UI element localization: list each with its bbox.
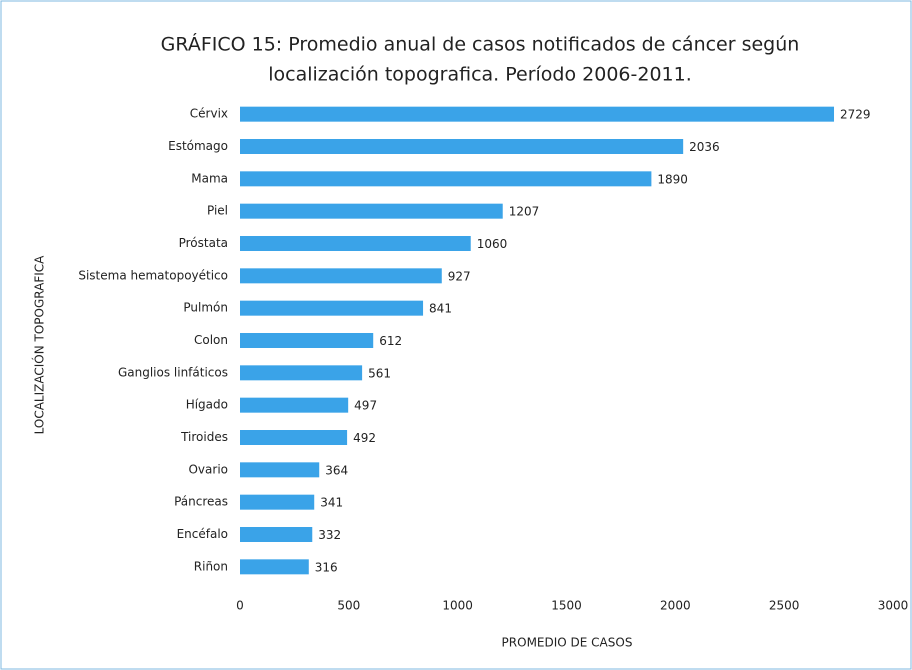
x-tick-label: 3000 (878, 599, 909, 613)
chart-title: localización topografica. Período 2006-2… (268, 64, 692, 86)
y-tick-label: Encéfalo (177, 527, 228, 541)
value-label: 841 (429, 302, 452, 316)
y-tick-label: Ovario (188, 462, 228, 476)
bar (240, 236, 471, 251)
value-label: 561 (368, 366, 391, 380)
bar (240, 494, 315, 510)
bar (240, 527, 313, 542)
value-label: 497 (354, 399, 377, 413)
bar (240, 462, 320, 478)
bar (240, 397, 349, 413)
value-label: 612 (379, 334, 402, 348)
value-label: 1060 (477, 237, 508, 251)
value-label: 341 (320, 496, 343, 510)
y-tick-label: Páncreas (174, 495, 228, 509)
bar (240, 268, 442, 284)
value-label: 2036 (689, 140, 720, 154)
value-label: 1890 (657, 172, 688, 186)
y-tick-label: Sistema hematopoyético (78, 268, 228, 282)
bar (240, 106, 835, 122)
y-tick-label: Estómago (168, 139, 228, 153)
value-label: 332 (318, 528, 341, 542)
bar (240, 430, 348, 445)
value-label: 927 (448, 269, 471, 283)
y-tick-label: Colon (194, 333, 228, 347)
bar (240, 203, 503, 219)
y-tick-label: Piel (207, 204, 228, 218)
y-tick-label: Riñon (194, 559, 228, 573)
y-tick-label: Cérvix (190, 107, 228, 121)
y-tick-label: Ganglios linfáticos (118, 365, 228, 379)
bar (240, 333, 374, 348)
x-tick-label: 1000 (442, 599, 473, 613)
y-axis-label: LOCALIZACIÓN TOPOGRAFICA (32, 255, 47, 435)
value-label: 492 (353, 431, 376, 445)
y-tick-label: Hígado (186, 398, 228, 412)
bar (240, 559, 309, 575)
y-tick-label: Pulmón (183, 301, 228, 315)
value-label: 316 (315, 560, 338, 574)
bar (240, 300, 424, 316)
x-tick-label: 0 (236, 599, 244, 613)
bar (240, 171, 652, 187)
x-tick-label: 2000 (660, 599, 691, 613)
chart-title: GRÁFICO 15: Promedio anual de casos noti… (161, 33, 800, 56)
x-tick-label: 2500 (769, 599, 800, 613)
x-axis-label: PROMEDIO DE CASOS (502, 636, 633, 650)
y-tick-label: Próstata (179, 236, 228, 250)
x-tick-label: 1500 (551, 599, 582, 613)
bar (240, 365, 363, 381)
y-tick-label: Tiroides (180, 430, 228, 444)
y-tick-label: Mama (191, 171, 228, 185)
value-label: 1207 (509, 205, 540, 219)
value-label: 364 (325, 463, 348, 477)
bar (240, 139, 684, 154)
x-tick-label: 500 (337, 599, 360, 613)
value-label: 2729 (840, 108, 871, 122)
